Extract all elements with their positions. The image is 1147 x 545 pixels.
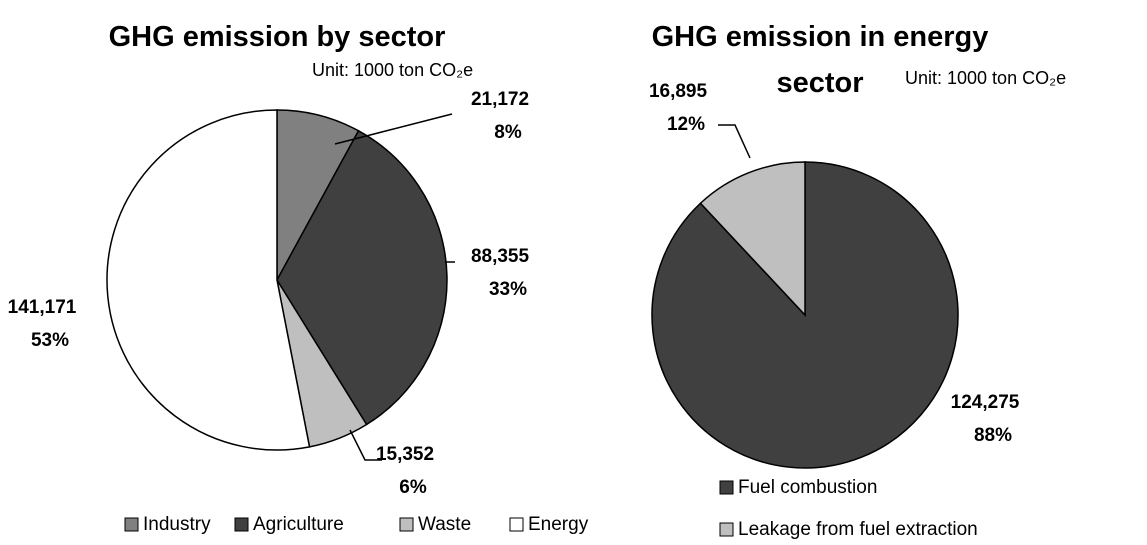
value-label: 15,352 [376, 444, 434, 465]
value-label: 88,355 [471, 246, 530, 267]
value-label: 16,895 [649, 81, 708, 102]
legend-swatch [509, 517, 524, 532]
legend-label: Industry [143, 514, 211, 535]
unit-label: Unit: 1000 ton CO₂e [905, 68, 1067, 88]
legend-swatch [399, 517, 414, 532]
percent-label: 33% [489, 279, 527, 300]
percent-label: 88% [974, 425, 1012, 446]
leader-line [718, 124, 751, 159]
percent-label: 53% [31, 330, 69, 351]
percent-label: 8% [494, 122, 522, 143]
unit-label: Unit: 1000 ton CO₂e [312, 60, 474, 80]
chart-title: GHG emission in energy sector [651, 21, 989, 99]
pie-slice [699, 161, 806, 317]
legend-swatch [234, 517, 249, 532]
chart-title: GHG emission by sector [108, 21, 446, 53]
value-label: 141,171 [8, 297, 77, 318]
leader-line [349, 429, 382, 461]
legend-label: Leakage from fuel extraction [738, 519, 978, 540]
legend-swatch [719, 522, 734, 537]
legend-swatch [719, 480, 734, 495]
legend-swatch [124, 517, 139, 532]
percent-label: 6% [399, 477, 427, 498]
value-label: 21,172 [471, 89, 529, 110]
leader-line [334, 113, 453, 145]
value-label: 124,275 [951, 392, 1020, 413]
legend-label: Agriculture [253, 514, 344, 535]
pie-slice [276, 129, 448, 426]
pie-slice [106, 109, 311, 451]
legend-label: Fuel combustion [738, 477, 877, 498]
percent-label: 12% [667, 114, 705, 135]
legend-label: Energy [528, 514, 589, 535]
legend-label: Waste [418, 514, 471, 535]
